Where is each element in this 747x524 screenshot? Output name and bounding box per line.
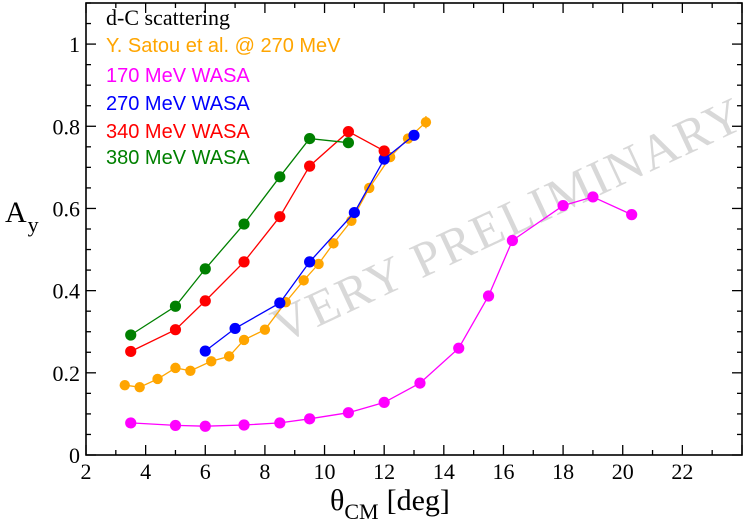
- legend-entry: 270 MeV WASA: [106, 93, 250, 115]
- data-point: [238, 256, 250, 268]
- data-point: [259, 324, 271, 335]
- y-axis-label-sub: y: [28, 212, 39, 237]
- data-point: [199, 295, 211, 307]
- data-point: [342, 126, 354, 138]
- data-point: [134, 382, 145, 393]
- series-group: [125, 133, 354, 341]
- series-group: [125, 126, 390, 358]
- y-tick-label: 0.8: [53, 114, 81, 139]
- data-point: [238, 419, 250, 431]
- data-point: [274, 171, 286, 183]
- data-point: [348, 206, 360, 219]
- data-point: [378, 153, 390, 165]
- x-tick-label: 6: [200, 459, 211, 484]
- x-tick-label: 22: [671, 459, 693, 484]
- data-point: [169, 419, 182, 432]
- watermark-text: VERY PRELIMINARY: [263, 85, 747, 353]
- y-tick-label: 0.2: [53, 361, 81, 386]
- legend-entry: Y. Satou et al. @ 270 MeV: [106, 35, 341, 57]
- data-point: [238, 218, 250, 230]
- data-point: [378, 145, 390, 157]
- data-point: [506, 234, 518, 247]
- series-group: [119, 116, 432, 393]
- data-point: [199, 420, 211, 432]
- x-tick-label: 4: [140, 459, 151, 484]
- data-point: [408, 129, 420, 141]
- data-point: [125, 329, 137, 341]
- x-tick-label: 12: [373, 459, 395, 484]
- data-point: [414, 377, 426, 389]
- y-tick-label: 0.4: [53, 279, 81, 304]
- data-point: [238, 334, 250, 346]
- data-point: [626, 209, 638, 221]
- series-group: [125, 191, 638, 432]
- data-point: [313, 258, 324, 270]
- legend-entry: 170 MeV WASA: [106, 65, 250, 87]
- x-tick-label: 14: [433, 459, 455, 484]
- data-point: [185, 365, 196, 376]
- x-tick-label: 10: [314, 459, 336, 484]
- x-axis-label: θ: [330, 484, 344, 517]
- data-point: [378, 396, 390, 409]
- series-line: [130, 196, 632, 427]
- data-point: [304, 256, 316, 268]
- data-point: [274, 211, 286, 223]
- y-tick-label: 1: [69, 32, 80, 57]
- x-axis-unit: [deg]: [387, 484, 450, 517]
- x-tick-label: 18: [552, 459, 574, 484]
- x-tick-label: 2: [81, 459, 92, 484]
- data-point: [453, 342, 465, 354]
- data-point: [304, 413, 316, 425]
- data-point: [125, 417, 137, 429]
- data-point: [342, 137, 354, 149]
- data-point: [298, 275, 309, 286]
- series-group: [199, 129, 420, 357]
- data-point: [169, 300, 182, 312]
- legend-entry: 340 MeV WASA: [106, 121, 250, 143]
- data-point: [304, 133, 316, 145]
- x-axis-title: θCM [deg]: [330, 484, 450, 524]
- series-line: [130, 130, 385, 353]
- data-point: [119, 379, 130, 391]
- data-point: [274, 297, 286, 309]
- y-axis-title: Ay: [5, 196, 39, 237]
- data-point: [557, 199, 569, 212]
- y-tick-label: 0.6: [53, 196, 81, 221]
- data-point: [229, 322, 241, 335]
- data-point: [170, 362, 181, 374]
- data-point: [482, 290, 495, 302]
- x-tick-label: 20: [612, 459, 634, 484]
- data-point: [587, 191, 599, 203]
- data-point: [342, 407, 354, 419]
- legend-entry: 380 MeV WASA: [106, 147, 250, 169]
- data-point: [304, 160, 316, 172]
- data-point: [328, 238, 339, 249]
- x-tick-label: 16: [492, 459, 514, 484]
- x-tick-label: 8: [259, 459, 270, 484]
- data-point: [125, 345, 137, 358]
- data-point: [152, 373, 163, 385]
- chart-title: d-C scattering: [106, 5, 230, 30]
- data-point: [199, 345, 211, 357]
- data-point: [206, 356, 217, 367]
- data-point: [274, 417, 286, 429]
- data-point: [169, 324, 182, 336]
- y-axis-label: A: [5, 196, 27, 229]
- data-point: [420, 116, 432, 128]
- data-point: [199, 263, 211, 275]
- data-point: [223, 351, 235, 362]
- y-tick-label: 0: [69, 443, 80, 468]
- x-axis-label-sub: CM: [344, 499, 378, 524]
